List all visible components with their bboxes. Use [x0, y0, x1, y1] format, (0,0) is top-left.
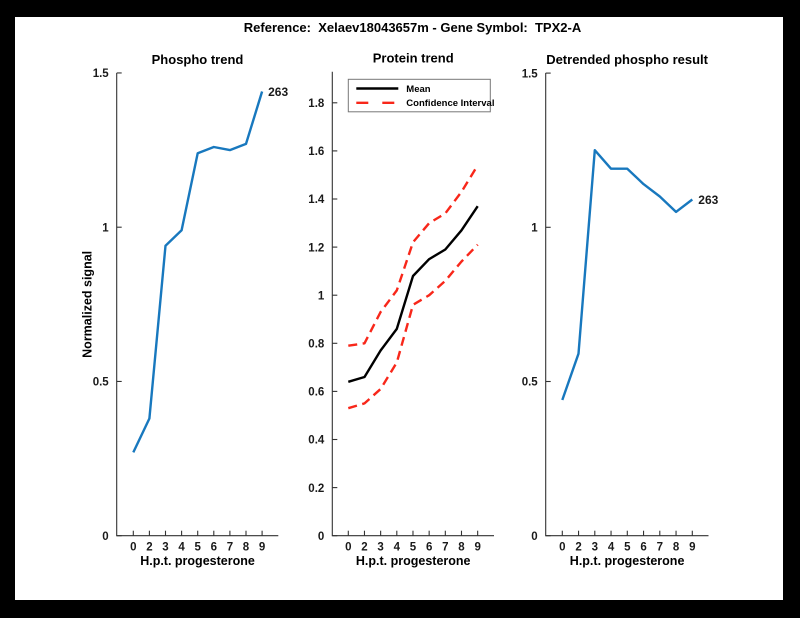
y-tick-label: 1.4: [308, 194, 325, 206]
x-tick-label: 4: [394, 542, 401, 554]
x-tick-label: 8: [458, 542, 465, 554]
x-tick-label: 9: [474, 542, 480, 554]
x-tick-label: 6: [426, 542, 432, 554]
x-tick-label: 2: [146, 542, 152, 554]
y-tick-label: 0: [318, 531, 324, 543]
mean-line: [347, 205, 479, 383]
y-tick-label: 1.6: [308, 146, 324, 158]
figure-title: Reference: Xelaev18043657m - Gene Symbol…: [243, 20, 582, 35]
x-tick-label: 7: [227, 542, 233, 554]
x-tick-label: 4: [608, 542, 615, 554]
y-tick-label: 0.2: [308, 483, 324, 495]
y-tick-label: 1: [318, 290, 325, 302]
x-tick-label: 2: [575, 542, 581, 554]
y-tick-label: 0: [531, 531, 537, 543]
x-tick-label: 3: [162, 542, 168, 554]
x-tick-label: 0: [130, 542, 136, 554]
x-tick-label: 6: [211, 542, 217, 554]
chart-protein-trend: 00.20.40.60.811.21.41.61.80 2 3 4 5 6 7 8 9H.p.t…: [308, 51, 494, 569]
x-tick-label: 9: [259, 542, 265, 554]
ci-upper-line: [348, 164, 479, 347]
x-tick-label: 7: [442, 542, 448, 554]
y-axis-label: Normalized signal: [81, 251, 95, 358]
x-tick-label: 8: [673, 542, 680, 554]
legend-label: Mean: [406, 84, 430, 95]
series-end-label: 263: [268, 85, 288, 99]
chart-detrended-phospho: 00.511.50 2 3 4 5 6 7 8 9H.p.t. progesteroneDetr…: [522, 52, 719, 568]
y-tick-label: 1: [531, 223, 538, 235]
y-tick-label: 0: [102, 531, 108, 543]
x-tick-label: 5: [410, 542, 417, 554]
plot-title: Detrended phospho result: [546, 52, 708, 67]
x-tick-label: 0: [345, 542, 351, 554]
y-tick-label: 0.8: [308, 339, 325, 351]
x-tick-label: 3: [377, 542, 383, 554]
plot-title: Phospho trend: [152, 52, 244, 67]
legend-box: [347, 78, 491, 113]
x-tick-label: 4: [178, 542, 185, 554]
phospho-line: [132, 91, 264, 453]
y-tick-label: 0.5: [93, 377, 110, 389]
detrended-line: [561, 148, 694, 401]
x-axis-label: H.p.t. progesterone: [140, 554, 255, 568]
y-tick-label: 0.4: [308, 435, 325, 447]
y-tick-label: 1.8: [308, 98, 325, 110]
x-tick-label: 5: [624, 542, 631, 554]
legend-label: Confidence Interval: [406, 98, 494, 109]
x-tick-label: 8: [243, 542, 250, 554]
x-tick-label: 6: [640, 542, 646, 554]
x-tick-label: 7: [657, 542, 663, 554]
x-tick-label: 5: [194, 542, 201, 554]
x-tick-label: 0: [559, 542, 565, 554]
y-tick-label: 1.5: [522, 68, 539, 80]
y-tick-label: 1.5: [93, 68, 110, 80]
x-tick-label: 3: [592, 542, 598, 554]
x-tick-label: 9: [689, 542, 695, 554]
x-axis-label: H.p.t. progesterone: [570, 554, 685, 568]
y-tick-label: 1.2: [308, 242, 324, 254]
y-tick-label: 0.5: [522, 377, 539, 389]
chart-phospho-trend: 00.511.50 2 3 4 5 6 7 8 9H.p.t. progesteroneNorm…: [81, 52, 289, 568]
x-tick-label: 2: [361, 542, 367, 554]
y-tick-label: 0.6: [308, 387, 324, 399]
x-axis-label: H.p.t. progesterone: [356, 554, 471, 568]
plot-title: Protein trend: [373, 51, 454, 66]
series-end-label: 263: [698, 193, 718, 207]
y-tick-label: 1: [102, 222, 109, 234]
figure-canvas: [15, 17, 783, 600]
